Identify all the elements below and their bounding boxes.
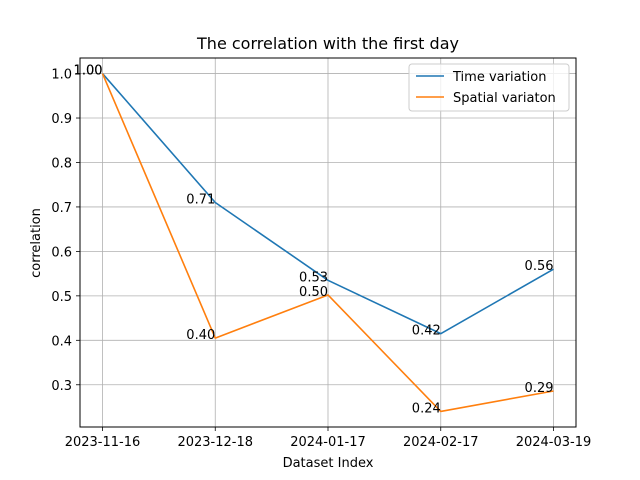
y-tick-label: 0.7 — [51, 201, 72, 216]
series-line-time-variation — [101, 73, 554, 335]
data-labels-layer: 1.000.710.530.420.561.000.400.500.240.29 — [74, 64, 554, 417]
x-tick-label: 2023-11-16 — [65, 435, 141, 450]
data-label-time-variation: 0.56 — [525, 259, 554, 274]
data-label-spatial-variaton: 0.40 — [186, 328, 215, 343]
data-label-time-variation: 0.53 — [299, 270, 328, 285]
y-tick-label: 1.0 — [51, 68, 72, 83]
x-axis: 2023-11-16 2023-12-18 2024-01-17 2024-02-17… — [65, 427, 592, 450]
x-tick-label: 2024-03-19 — [516, 435, 592, 450]
legend-label-time-variation: Time variation — [452, 70, 546, 85]
data-label-spatial-variaton: 0.24 — [412, 401, 441, 416]
legend-box — [408, 63, 570, 112]
y-tick-label: 0.9 — [51, 112, 72, 127]
data-label-time-variation: 0.71 — [186, 192, 215, 207]
x-tick-label: 2024-02-17 — [403, 435, 479, 450]
data-label-spatial-variaton: 0.29 — [525, 381, 554, 396]
data-label-spatial-variaton: 1.00 — [74, 64, 103, 79]
chart-title: The correlation with the first day — [196, 34, 459, 53]
data-label-spatial-variaton: 0.50 — [299, 285, 328, 300]
legend-label-spatial-variation: Spatial variaton — [453, 91, 556, 106]
y-tick-label: 0.3 — [51, 379, 72, 394]
data-label-time-variation: 1.00 — [74, 64, 103, 79]
series-line-spatial-variaton — [101, 73, 554, 413]
y-axis: 0.3 0.4 0.5 0.6 0.7 0.8 0.9 1.0 — [51, 68, 80, 394]
grid-lines — [80, 58, 576, 427]
y-tick-label: 0.5 — [51, 290, 72, 305]
x-tick-label: 2024-01-17 — [290, 435, 366, 450]
y-tick-label: 0.8 — [51, 156, 72, 171]
y-tick-label: 0.4 — [51, 334, 72, 349]
data-label-time-variation: 0.42 — [412, 324, 441, 339]
legend: Time variation Spatial variaton — [408, 63, 570, 112]
x-axis-label: Dataset Index — [283, 456, 374, 471]
x-tick-label: 2023-12-18 — [177, 435, 253, 450]
y-axis-label: correlation — [29, 208, 44, 278]
y-tick-label: 0.6 — [51, 245, 72, 260]
series-layer — [101, 73, 554, 413]
